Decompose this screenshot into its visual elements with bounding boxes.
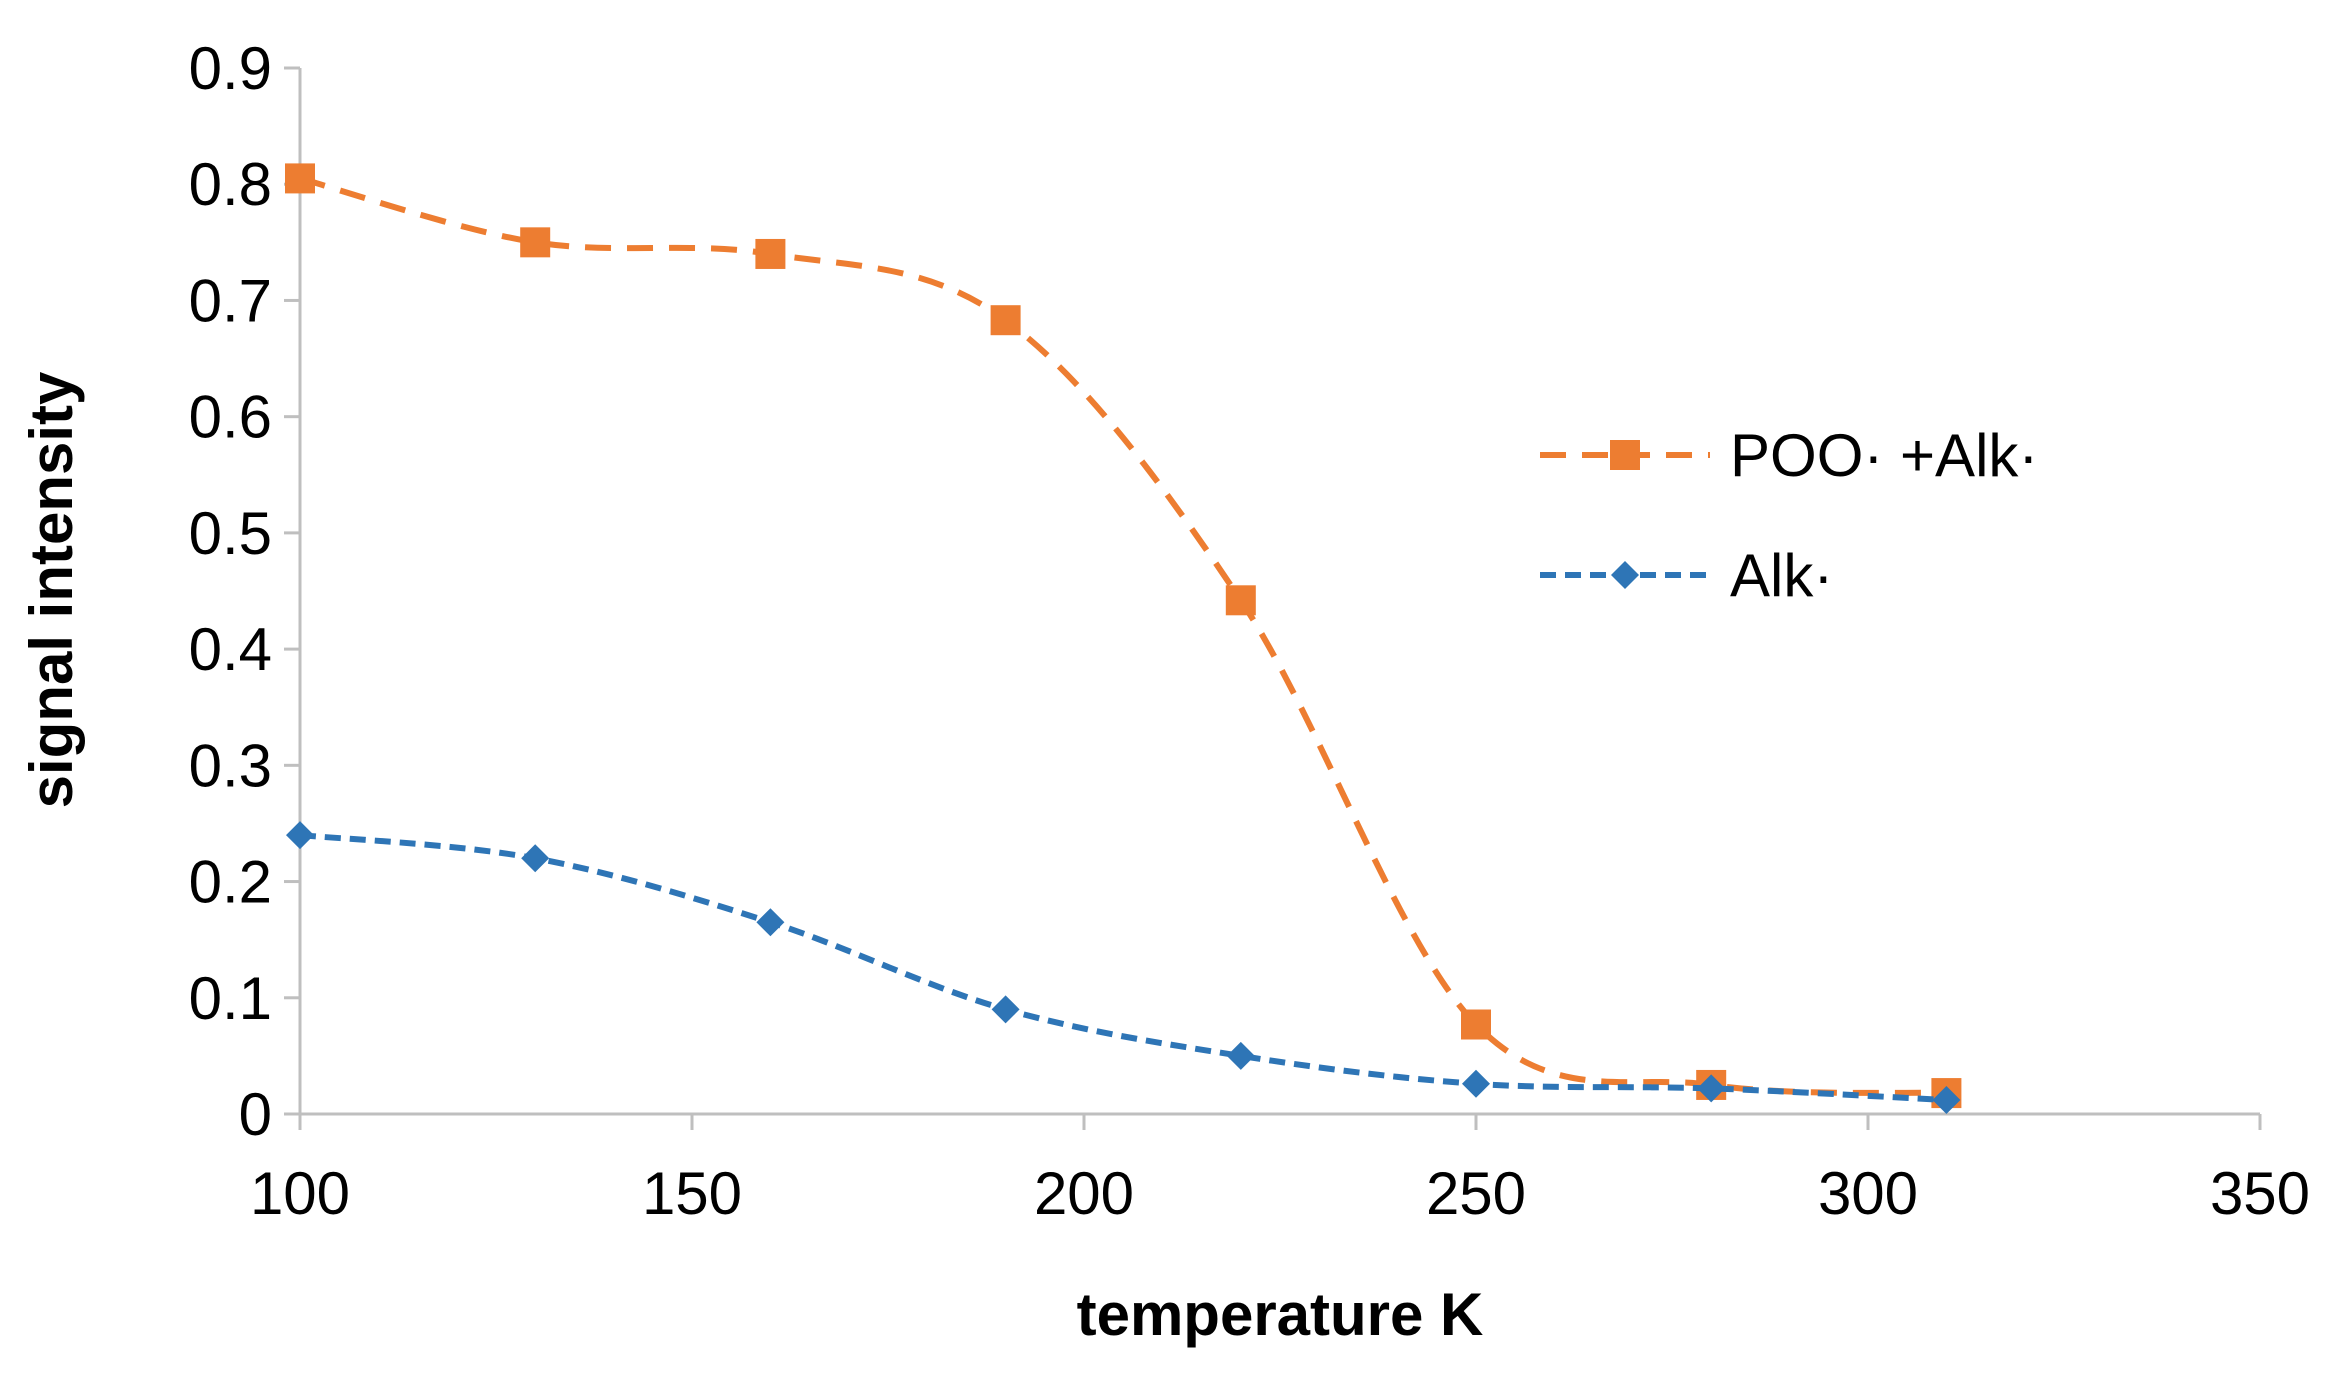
legend-entry: Alk· [1540,542,1833,609]
y-tick-label: 0.1 [189,965,272,1032]
y-tick-label: 0.6 [189,384,272,451]
data-point [286,821,314,850]
data-point [756,908,785,937]
y-tick-label: 0.3 [189,732,272,799]
data-point [1697,1074,1726,1103]
legend-marker [1610,440,1640,470]
legend-label: POO· +Alk· [1730,422,2038,489]
y-tick-label: 0.5 [189,500,272,567]
y-tick-label: 0.4 [189,616,272,683]
series-1 [286,821,1961,1115]
x-tick-label: 300 [1818,1160,1918,1227]
data-point [1932,1086,1961,1115]
x-tick-label: 250 [1426,1160,1526,1227]
series-0 [285,163,1962,1109]
x-tick-label: 100 [250,1160,350,1227]
data-point [990,305,1021,336]
x-axis-label: temperature K [1077,1281,1484,1348]
legend-entry: POO· +Alk· [1540,422,2038,489]
legend-marker [1611,561,1639,589]
data-point [755,238,786,269]
legend: POO· +Alk· Alk· [1540,422,2038,609]
x-tick-label: 350 [2210,1160,2310,1227]
y-tick-label: 0.9 [189,35,272,102]
data-point [1225,585,1256,616]
y-tick-label: 0 [239,1081,272,1148]
y-tick-label: 0.8 [189,151,272,218]
data-point [520,227,551,258]
series-layer [285,163,1962,1115]
series-line [299,175,1947,1097]
legend-label: Alk· [1730,542,1833,609]
y-axis-label: signal intensity [18,371,85,808]
data-point [991,995,1020,1024]
data-point [1461,1009,1491,1040]
x-tick-label: 200 [1034,1160,1134,1227]
y-tick-label: 0.2 [189,849,272,916]
data-point [1462,1069,1490,1098]
series-line [299,832,1947,1104]
axes: 0 0.1 0.2 0.3 0.4 0.5 0.6 0.7 0.8 0.9 100 150 200 250… [189,35,2310,1227]
x-tick-label: 150 [642,1160,742,1227]
y-tick-label: 0.7 [189,267,272,334]
data-point [521,844,550,873]
data-point [285,163,315,194]
data-point [1226,1041,1255,1070]
